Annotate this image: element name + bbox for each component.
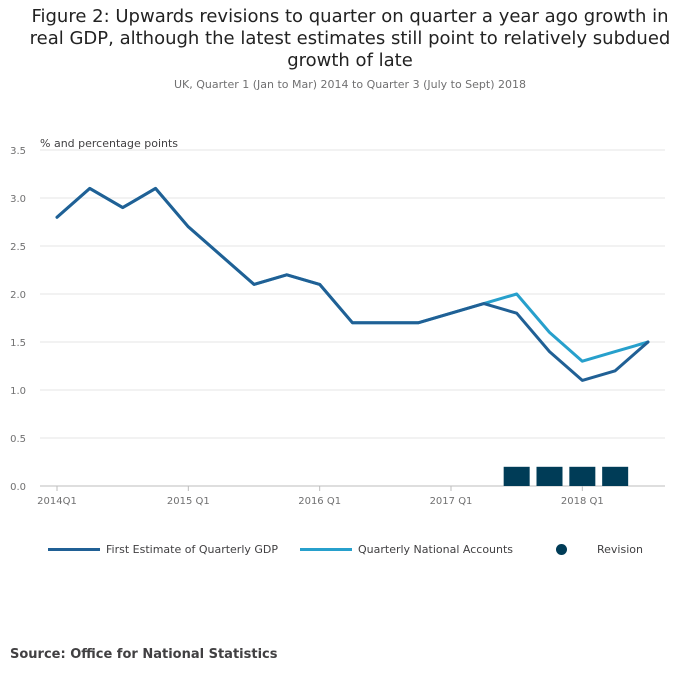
series-line-qna (55, 186, 650, 363)
y-tick-label: 3.5 (10, 146, 26, 157)
x-tick-label: 2016 Q1 (298, 496, 341, 507)
revision-bar (602, 466, 629, 486)
source-note: Source: Office for National Statistics (10, 647, 278, 662)
y-tick-label: 2.5 (10, 242, 26, 253)
series-line-first-estimate (55, 186, 650, 382)
legend-item-revision[interactable]: Revision (556, 543, 643, 556)
revision-bar (536, 466, 563, 486)
y-tick-label: 1.0 (10, 386, 26, 397)
legend-label: Revision (597, 543, 643, 556)
y-tick-label: 3.0 (10, 194, 26, 205)
legend-item-qna[interactable]: Quarterly National Accounts (300, 543, 513, 556)
legend-dot-swatch-icon (556, 544, 567, 555)
y-tick-label: 1.5 (10, 338, 26, 349)
legend-item-first-estimate[interactable]: First Estimate of Quarterly GDP (48, 543, 278, 556)
chart-title: Figure 2: Upwards revisions to quarter o… (29, 6, 671, 71)
y-tick-label: 2.0 (10, 290, 26, 301)
revision-bar (569, 466, 596, 486)
x-tick-label: 2015 Q1 (167, 496, 210, 507)
legend-label: Quarterly National Accounts (358, 543, 514, 556)
chart-subtitle: UK, Quarter 1 (Jan to Mar) 2014 to Quart… (173, 78, 527, 91)
line-chart: 0.0 0.5 1.0 1.5 2.0 2.5 3.0 3.5 % and percentage… (10, 137, 665, 507)
x-tick-label: 2014Q1 (37, 496, 77, 507)
legend: First Estimate of Quarterly GDP Quarterl… (0, 543, 700, 559)
x-tick-label: 2018 Q1 (561, 496, 604, 507)
y-axis-label: % and percentage points (40, 137, 178, 150)
legend-line-swatch-icon (48, 548, 100, 551)
legend-line-swatch-icon (300, 548, 352, 551)
legend-label: First Estimate of Quarterly GDP (106, 543, 279, 556)
y-tick-label: 0.5 (10, 434, 26, 445)
y-tick-label: 0.0 (10, 482, 26, 493)
x-tick-label: 2017 Q1 (430, 496, 473, 507)
revision-bar (503, 466, 530, 486)
